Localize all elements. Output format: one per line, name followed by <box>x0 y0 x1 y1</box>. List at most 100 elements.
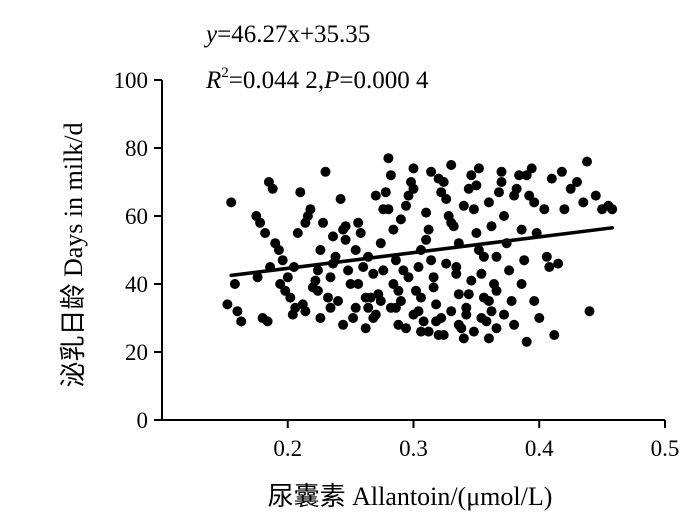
data-point <box>348 313 359 323</box>
x-tick-label: 0.4 <box>525 436 554 461</box>
data-point <box>423 326 434 337</box>
data-point <box>368 313 379 323</box>
data-point <box>491 285 502 296</box>
data-point <box>345 279 356 289</box>
y-tick-label: 0 <box>137 408 149 433</box>
data-point <box>408 183 419 194</box>
data-point <box>300 306 311 317</box>
data-point <box>333 296 343 306</box>
data-point <box>353 217 364 228</box>
data-point <box>416 326 426 337</box>
data-point <box>433 173 444 184</box>
data-point <box>496 177 507 187</box>
data-point <box>277 255 288 266</box>
data-point <box>426 166 437 177</box>
x-tick-label: 0.5 <box>651 436 680 461</box>
regression-equation: y=46.27x+35.35 <box>203 21 370 48</box>
data-point <box>358 262 369 272</box>
data-point <box>267 183 278 194</box>
data-point <box>408 163 419 174</box>
data-point <box>446 306 457 317</box>
data-point <box>516 279 527 289</box>
data-point <box>521 170 532 181</box>
data-point <box>509 319 520 330</box>
data-point <box>350 302 361 313</box>
x-ticks: 0.2 0.3 0.4 0.5 <box>273 420 679 461</box>
data-point <box>584 306 595 317</box>
data-point <box>260 228 271 238</box>
data-point <box>423 224 434 235</box>
data-point <box>478 251 489 262</box>
data-point <box>232 306 243 317</box>
data-point <box>506 296 517 306</box>
data-points <box>222 153 618 347</box>
data-point <box>546 173 557 184</box>
data-point <box>491 251 502 262</box>
y-tick-label: 80 <box>125 136 148 161</box>
data-point <box>413 262 424 272</box>
data-point <box>295 187 306 198</box>
data-point <box>438 330 449 340</box>
data-point <box>453 319 464 330</box>
data-point <box>428 272 439 283</box>
data-point <box>262 316 273 327</box>
data-point <box>383 153 394 164</box>
data-point <box>468 326 479 337</box>
x-tick-label: 0.3 <box>399 436 428 461</box>
data-point <box>312 285 323 296</box>
data-point <box>222 299 233 310</box>
data-point <box>578 197 589 208</box>
data-point <box>504 265 515 276</box>
data-point <box>226 197 237 208</box>
data-point <box>353 279 364 289</box>
data-point <box>403 272 414 283</box>
data-point <box>565 183 576 194</box>
data-point <box>496 166 507 177</box>
data-point <box>360 323 371 334</box>
data-point <box>320 166 331 177</box>
data-point <box>388 224 399 235</box>
data-point <box>421 234 432 245</box>
data-point <box>252 272 263 283</box>
x-tick-label: 0.2 <box>273 436 302 461</box>
data-point <box>431 299 442 310</box>
data-point <box>499 211 509 221</box>
data-point <box>292 228 303 238</box>
data-point <box>325 272 336 283</box>
data-point <box>401 323 411 334</box>
data-point <box>343 265 354 276</box>
data-point <box>486 306 497 317</box>
y-tick-label: 100 <box>114 68 149 93</box>
data-point <box>476 313 487 323</box>
data-point <box>572 177 582 187</box>
data-point <box>315 313 326 323</box>
data-point <box>559 204 570 215</box>
data-point <box>310 275 321 286</box>
data-point <box>483 333 494 344</box>
data-point <box>436 187 447 198</box>
data-point <box>471 228 482 238</box>
data-point <box>463 183 474 194</box>
data-point <box>556 166 567 177</box>
data-point <box>458 333 469 344</box>
data-point <box>453 289 464 300</box>
data-point <box>529 197 540 208</box>
y-tick-label: 40 <box>125 272 148 297</box>
data-point <box>446 160 457 170</box>
data-point <box>335 194 346 204</box>
y-tick-label: 60 <box>125 204 148 229</box>
x-axis-title: 尿囊素 Allantoin/(μmol/L) <box>268 482 553 511</box>
data-point <box>483 197 494 208</box>
data-point <box>521 336 532 347</box>
data-point <box>323 292 333 303</box>
data-point <box>582 156 592 167</box>
data-point <box>471 180 482 191</box>
data-point <box>370 190 381 201</box>
data-point <box>534 313 545 323</box>
y-axis-title: 泌乳日龄 Days in milk/d <box>59 122 88 387</box>
data-point <box>516 224 527 235</box>
data-point <box>428 282 439 293</box>
data-point <box>350 245 361 255</box>
data-point <box>368 268 379 279</box>
